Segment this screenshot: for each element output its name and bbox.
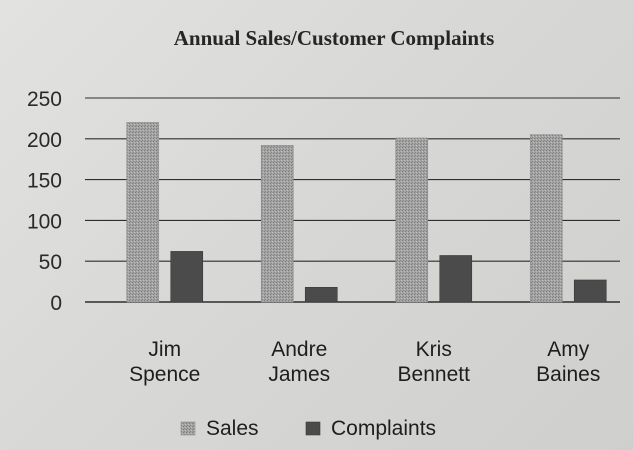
complaints-legend-swatch [305, 421, 321, 436]
category-label: Bennett [398, 363, 471, 386]
y-tick-label: 0 [50, 292, 62, 315]
category-label: Amy [547, 338, 590, 361]
sales-legend-swatch [180, 421, 196, 436]
legend: Sales Complaints [180, 417, 436, 440]
y-tick-label: 200 [27, 129, 62, 152]
category-label: Andre [271, 338, 327, 361]
y-tick-label: 250 [27, 88, 62, 111]
sales-bar [529, 134, 563, 303]
complaints-legend-label: Complaints [331, 417, 436, 440]
category-label: Kris [416, 338, 452, 361]
sales-bar [126, 122, 160, 303]
sales-legend-label: Sales [206, 417, 259, 440]
y-tick-label: 50 [39, 251, 62, 274]
complaints-bar [439, 255, 473, 303]
category-label: Baines [536, 363, 600, 386]
sales-bar [395, 137, 429, 303]
category-label: Spence [129, 363, 200, 386]
y-tick-label: 100 [27, 210, 62, 233]
bars [126, 122, 607, 303]
y-axis-ticks: 0 50 100 150 200 250 [27, 88, 62, 315]
complaints-bar [304, 287, 338, 303]
y-tick-label: 150 [27, 170, 62, 193]
chart-title: Annual Sales/Customer Complaints [174, 26, 495, 50]
category-label: James [268, 363, 330, 386]
complaints-bar [170, 251, 204, 303]
category-label: Jim [148, 338, 181, 361]
sales-bar [260, 145, 294, 303]
complaints-bar [573, 279, 607, 303]
